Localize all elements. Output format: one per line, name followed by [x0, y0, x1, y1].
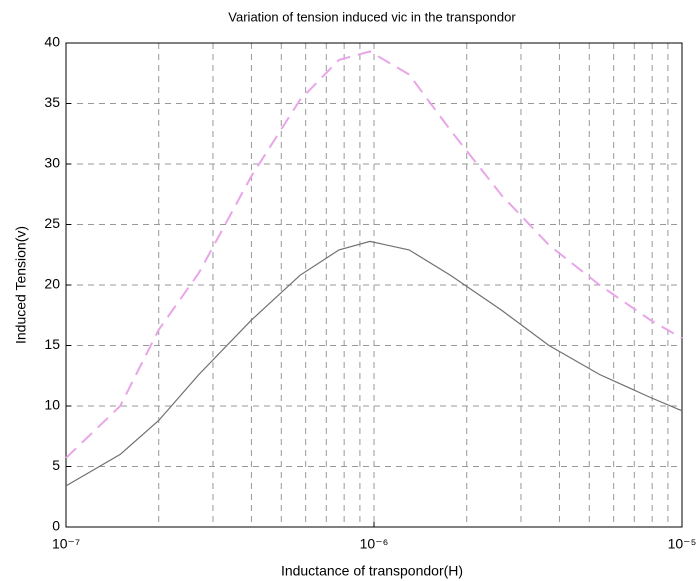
- x-tick-label: 10⁻⁶: [360, 536, 389, 552]
- chart-title: Variation of tension induced vic in the …: [228, 9, 516, 24]
- data-line: [65, 50, 683, 459]
- y-axis-label: Induced Tension(v): [13, 226, 29, 344]
- data-line: [65, 240, 683, 487]
- x-axis-label: Inductance of transpondor(H): [281, 563, 463, 579]
- x-tick-label: 10⁻⁵: [668, 536, 696, 552]
- y-tick-label: 10: [44, 397, 60, 413]
- y-tick-label: 5: [52, 457, 60, 473]
- y-tick-label: 30: [44, 155, 60, 171]
- y-tick-label: 0: [52, 518, 60, 534]
- y-tick-label: 25: [44, 215, 60, 231]
- x-tick-label: 10⁻⁷: [52, 536, 80, 552]
- y-tick-label: 15: [44, 336, 60, 352]
- y-tick-label: 40: [44, 34, 60, 50]
- y-tick-label: 20: [44, 276, 60, 292]
- y-tick-label: 35: [44, 94, 60, 110]
- plot-frame: [65, 42, 683, 528]
